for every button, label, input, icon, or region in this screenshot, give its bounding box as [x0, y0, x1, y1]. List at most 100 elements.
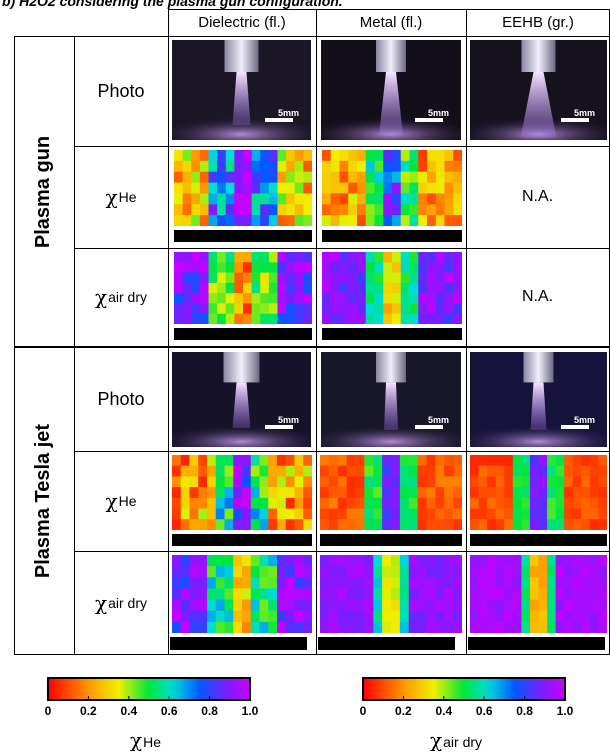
- heatmap-cell: [286, 160, 296, 173]
- column-header-eehb: EEHB (gr.): [502, 14, 574, 31]
- heatmap-cell: [564, 610, 574, 623]
- heatmap-cell: [470, 577, 480, 590]
- heatmap-cell: [199, 303, 210, 315]
- heatmap-cell: [260, 204, 270, 216]
- heatmap-cell: [444, 303, 454, 315]
- heatmap-cell: [495, 588, 505, 601]
- heatmap-cell: [373, 621, 383, 633]
- heatmap-cell: [250, 555, 261, 567]
- heatmap-cell: [208, 160, 218, 173]
- heatmap-cell: [572, 508, 582, 520]
- heatmap-cell: [470, 566, 480, 578]
- heatmap-cell: [555, 599, 565, 612]
- heatmap-cell: [409, 204, 419, 216]
- heatmap-cell: [233, 566, 243, 578]
- heatmap-cell: [538, 588, 548, 601]
- heatmap-cell: [435, 204, 446, 216]
- heatmap-cell: [364, 508, 374, 520]
- heatmap-cell: [408, 476, 419, 488]
- heatmap-cell: [383, 150, 393, 162]
- group-divider: [14, 346, 610, 348]
- heatmap-cell: [504, 599, 514, 612]
- heatmap-cell: [337, 487, 348, 499]
- heatmap-cell: [392, 252, 402, 263]
- heatmap-cell: [529, 497, 540, 510]
- heatmap-cell: [444, 282, 454, 294]
- heatmap-cell: [182, 215, 192, 226]
- heatmap-cell: [243, 262, 253, 274]
- heatmap-cell: [504, 566, 514, 578]
- heatmap-cell: [521, 455, 531, 467]
- heatmap-cell: [355, 508, 365, 520]
- heatmap-cell: [426, 588, 436, 601]
- heatmap-cell: [250, 519, 261, 530]
- plasma-plume: [379, 72, 403, 135]
- heatmap-cell: [435, 476, 445, 488]
- heatmap-cell: [243, 150, 253, 162]
- heatmap-cell: [346, 465, 357, 478]
- heatmap-cell: [598, 497, 607, 510]
- heatmap-cell: [277, 476, 287, 488]
- heatmap-cell: [399, 588, 410, 601]
- heatmap-cell: [581, 487, 591, 499]
- heatmap-cell: [364, 555, 374, 567]
- heatmap-cell: [198, 621, 208, 633]
- heatmap-cell: [408, 588, 419, 601]
- heatmap-cell: [337, 566, 348, 578]
- heatmap-cell: [383, 272, 393, 284]
- heatmap-cell: [337, 497, 348, 510]
- heatmap-cell: [538, 555, 548, 567]
- heatmap-cell: [495, 555, 505, 567]
- heatmap-cell: [529, 599, 540, 612]
- heatmap-cell: [521, 555, 531, 567]
- heatmap-cell: [564, 599, 574, 612]
- heatmap-cell: [572, 465, 582, 478]
- heatmap-cell: [470, 455, 480, 467]
- heatmap-cell: [225, 282, 235, 294]
- heatmap-cell: [408, 577, 419, 590]
- heatmap-cell: [346, 621, 357, 633]
- heatmap-cell: [581, 577, 591, 590]
- heatmap-cell: [589, 610, 600, 623]
- row-label-chi-air-dry: χ air dry: [94, 285, 148, 309]
- heatmap-cell: [322, 252, 332, 263]
- heatmap-cell: [572, 497, 582, 510]
- heatmap-cell: [364, 476, 374, 488]
- heatmap-cell: [555, 588, 565, 601]
- heatmap-cell: [339, 193, 349, 205]
- heatmap-cell: [320, 476, 330, 488]
- heatmap-cell: [303, 599, 312, 612]
- scale-bar: [415, 425, 443, 429]
- heatmap-cell: [268, 610, 278, 623]
- heatmap-cell: [234, 252, 244, 263]
- heatmap-cell: [189, 455, 199, 467]
- heatmap-cell: [225, 171, 235, 184]
- heatmap-cell: [277, 193, 287, 205]
- heatmap-cell: [435, 599, 445, 612]
- heatmap-cell: [409, 171, 419, 184]
- heatmap-cell: [400, 182, 411, 195]
- heatmap-cell: [330, 282, 341, 294]
- heatmap-cell: [521, 621, 531, 633]
- heatmap-cell: [399, 508, 410, 520]
- heatmap-cell: [487, 588, 497, 601]
- heatmap-cell: [174, 171, 184, 184]
- heatmap-cell: [383, 252, 393, 263]
- heatmap-cell: [383, 215, 393, 226]
- heatmap-cell: [174, 160, 184, 173]
- heatmap-cell: [322, 272, 332, 284]
- heatmap-cell: [572, 476, 582, 488]
- heatmap-cell: [277, 252, 287, 263]
- heatmap-cell: [250, 455, 261, 467]
- heatmap-cell: [330, 150, 341, 162]
- heatmap-cell: [478, 508, 488, 520]
- heatmap-cell: [260, 215, 270, 226]
- heatmap-cell: [294, 455, 304, 467]
- heatmap-cell: [495, 621, 505, 633]
- heatmap-cell: [191, 313, 201, 324]
- heatmap-cell: [268, 621, 278, 633]
- heatmap-cell: [268, 303, 279, 315]
- heatmap-cell: [355, 610, 365, 623]
- heatmap-cell: [268, 588, 278, 601]
- heatmap-cell: [409, 150, 419, 162]
